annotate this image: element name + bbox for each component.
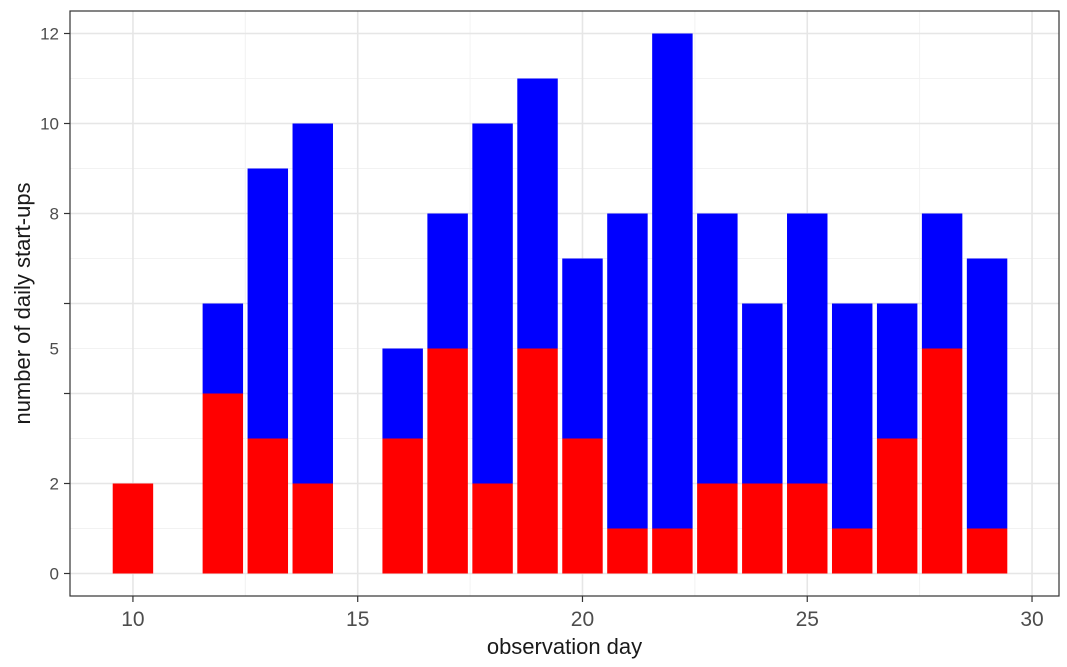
x-tick-label: 10 (121, 608, 144, 631)
bar-red-day-21 (607, 528, 648, 574)
bar-blue-day-22 (652, 33, 693, 529)
bar-blue-day-12 (202, 303, 244, 394)
bar-red-day-19 (517, 348, 558, 574)
bar-red-day-24 (742, 483, 783, 574)
bar-red-day-14 (292, 483, 333, 574)
bar-red-day-17 (427, 348, 468, 574)
y-tick-label: 2 (50, 475, 59, 494)
bar-red-day-10 (112, 483, 154, 574)
x-tick-label: 30 (1020, 608, 1043, 631)
y-tick-label: 0 (50, 565, 59, 584)
bar-blue-day-17 (427, 213, 468, 349)
bar-red-day-13 (247, 438, 289, 574)
bar-red-day-26 (831, 528, 873, 574)
bar-blue-day-23 (697, 213, 738, 484)
bar-red-day-23 (697, 483, 738, 574)
bar-blue-day-26 (831, 303, 873, 529)
bar-blue-day-24 (742, 303, 783, 484)
bar-red-day-29 (966, 528, 1008, 574)
bar-red-day-28 (921, 348, 963, 574)
bar-red-day-22 (652, 528, 693, 574)
y-tick-label: 12 (40, 25, 59, 44)
bar-blue-day-29 (966, 258, 1008, 529)
bar-red-day-20 (562, 438, 603, 574)
bar-blue-day-14 (292, 123, 333, 484)
y-axis-ticks: 0 2 5 8 10 12 (40, 25, 70, 584)
bar-blue-day-18 (472, 123, 513, 484)
bar-blue-day-27 (876, 303, 918, 439)
bar-blue-day-13 (247, 168, 289, 439)
x-tick-label: 25 (796, 608, 819, 631)
bar-red-day-12 (202, 393, 244, 574)
bar-blue-day-28 (921, 213, 963, 349)
y-tick-label: 8 (50, 205, 59, 224)
bars (112, 33, 1008, 574)
y-axis-title: number of daily start-ups (10, 182, 35, 424)
bar-blue-day-16 (382, 348, 423, 439)
bar-red-day-27 (876, 438, 918, 574)
x-tick-label: 20 (571, 608, 594, 631)
x-axis-title: observation day (487, 634, 642, 659)
bar-blue-day-21 (607, 213, 648, 529)
y-tick-label: 5 (50, 340, 59, 359)
bar-red-day-16 (382, 438, 423, 574)
bar-blue-day-20 (562, 258, 603, 439)
bar-blue-day-25 (787, 213, 828, 484)
y-tick-label: 10 (40, 115, 59, 134)
bar-red-day-25 (787, 483, 828, 574)
bar-blue-day-19 (517, 78, 558, 349)
x-axis-ticks: 10 15 20 25 30 (121, 596, 1044, 631)
x-tick-label: 15 (346, 608, 369, 631)
bar-red-day-18 (472, 483, 513, 574)
